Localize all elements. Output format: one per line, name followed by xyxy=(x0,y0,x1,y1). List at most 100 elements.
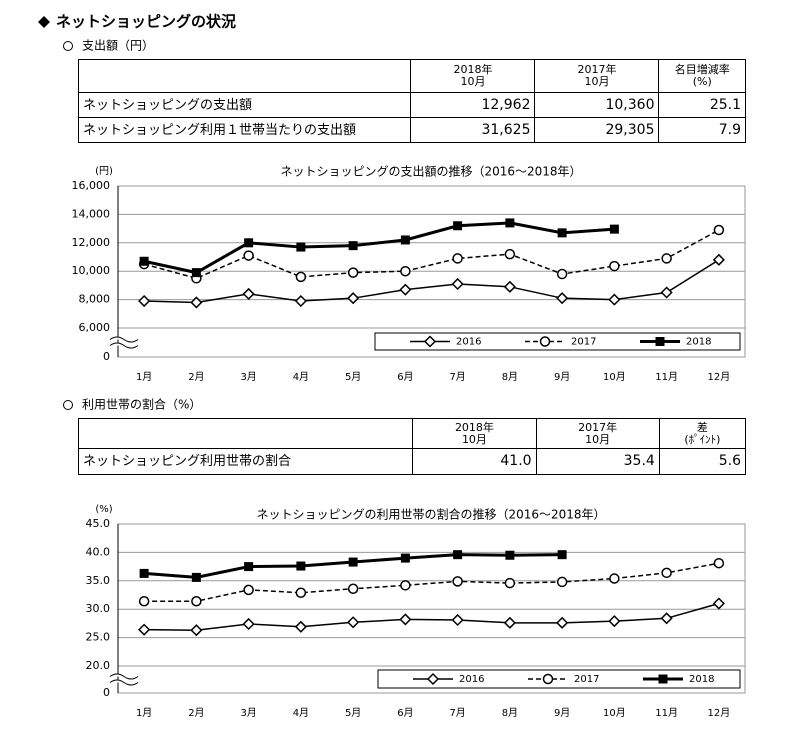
marker xyxy=(242,617,255,631)
series-line xyxy=(143,221,615,275)
marker xyxy=(295,587,307,598)
header-cell: 2017年 10月 xyxy=(535,418,660,449)
header-cell: 2018年 10月 xyxy=(410,59,536,93)
page-title: ネットショッピングの状況 xyxy=(56,13,236,31)
table: 2018年 10月 2017年 10月 差 (ﾎﾟｲﾝﾄ) ネットショッピング利用世帯の割合… xyxy=(77,418,747,475)
marker xyxy=(138,294,151,308)
legend-marker xyxy=(423,335,437,348)
marker xyxy=(244,238,254,248)
marker xyxy=(451,613,464,627)
number-cell: 5.6 xyxy=(658,448,747,475)
x-tick-label: 5月 xyxy=(345,371,361,383)
marker xyxy=(294,294,307,308)
y-unit: (%) xyxy=(95,504,112,515)
header-text: (ﾎﾟｲﾝﾄ) xyxy=(684,432,721,446)
marker xyxy=(243,250,254,261)
marker xyxy=(244,562,254,572)
marker xyxy=(294,620,307,633)
number-cell: 7.9 xyxy=(658,117,746,143)
header-cell: 2017年 10月 xyxy=(534,59,660,93)
header-text: 差 xyxy=(696,420,708,434)
marker xyxy=(348,557,358,567)
x-tick-label: 7月 xyxy=(449,371,465,383)
marker xyxy=(242,287,255,300)
bullet xyxy=(63,41,73,51)
x-tick-label: 2月 xyxy=(188,707,204,719)
bullet xyxy=(63,400,73,410)
marker xyxy=(609,573,620,584)
marker xyxy=(138,623,151,636)
header-text: (%) xyxy=(692,75,712,88)
marker xyxy=(556,616,569,629)
label-cell: ネットショッピング利用１世帯当たりの支出額 xyxy=(77,117,412,143)
number-cell: 25.1 xyxy=(658,92,746,118)
marker xyxy=(712,597,725,610)
marker xyxy=(400,265,411,277)
legend-marker xyxy=(655,337,665,346)
marker xyxy=(713,557,725,569)
marker xyxy=(505,218,515,228)
marker xyxy=(556,576,568,588)
marker xyxy=(504,248,516,260)
label-cell: ネットショッピング利用世帯の割合 xyxy=(77,448,414,475)
x-tick-label: 12月 xyxy=(708,371,731,383)
marker xyxy=(661,253,672,264)
y-tick-label: 6,000 xyxy=(79,321,111,334)
x-tick-label: 3月 xyxy=(240,707,256,719)
legend-label: 2017 xyxy=(574,674,599,685)
y-tick-label: 0 xyxy=(103,350,110,363)
marker xyxy=(296,561,306,571)
header-cell: 名目増減率 (%) xyxy=(658,59,746,93)
marker xyxy=(347,583,359,595)
y-tick-label: 20.0 xyxy=(86,659,111,672)
row: ネットショッピング利用世帯の割合 41.0 35.4 5.6 xyxy=(77,448,747,475)
marker xyxy=(452,253,463,264)
marker xyxy=(399,613,412,626)
table: 2018年 10月 2017年 10月 名目増減率 (%) ネットショッピングの支出額 12,… xyxy=(77,59,746,143)
series-line xyxy=(144,259,720,304)
marker xyxy=(608,615,621,628)
marker xyxy=(347,292,360,305)
label-cell: ネットショッピングの支出額 xyxy=(77,92,412,118)
marker xyxy=(660,286,673,299)
marker xyxy=(608,293,621,306)
legend-label: 2016 xyxy=(456,337,481,348)
y-tick-label: 30.0 xyxy=(86,602,111,615)
marker xyxy=(451,277,464,291)
header-text: 2018年 xyxy=(454,420,494,434)
axis-break xyxy=(109,342,139,349)
marker xyxy=(660,612,673,625)
marker xyxy=(556,292,569,305)
marker xyxy=(712,253,725,266)
header-text: 2018年 xyxy=(453,63,493,76)
axis-break xyxy=(109,679,139,686)
legend xyxy=(377,669,741,689)
y-tick-label: 45.0 xyxy=(86,517,111,530)
number-cell: 12,962 xyxy=(410,92,536,118)
bullet xyxy=(38,16,50,28)
marker xyxy=(713,224,725,236)
legend-marker xyxy=(539,336,551,347)
header-cell xyxy=(77,418,414,449)
marker xyxy=(557,228,567,238)
marker xyxy=(191,572,201,582)
marker xyxy=(609,224,619,234)
x-tick-label: 12月 xyxy=(708,707,731,719)
x-tick-label: 9月 xyxy=(554,371,570,383)
marker xyxy=(453,550,463,560)
marker xyxy=(347,267,359,278)
x-tick-label: 2月 xyxy=(188,371,204,383)
y-unit: (円) xyxy=(95,166,113,177)
marker xyxy=(347,616,360,629)
plot-frame xyxy=(117,523,746,694)
marker xyxy=(190,296,203,309)
y-tick-label: 0 xyxy=(103,686,110,699)
y-tick-label: 35.0 xyxy=(86,574,111,587)
x-tick-label: 11月 xyxy=(655,707,678,719)
marker xyxy=(453,221,463,231)
header-text: 10月 xyxy=(461,432,487,446)
row: ネットショッピング利用１世帯当たりの支出額 31,625 29,305 7.9 xyxy=(77,117,746,143)
y-tick-label: 16,000 xyxy=(72,179,111,192)
x-tick-label: 4月 xyxy=(293,707,309,719)
legend-label: 2017 xyxy=(571,337,596,348)
